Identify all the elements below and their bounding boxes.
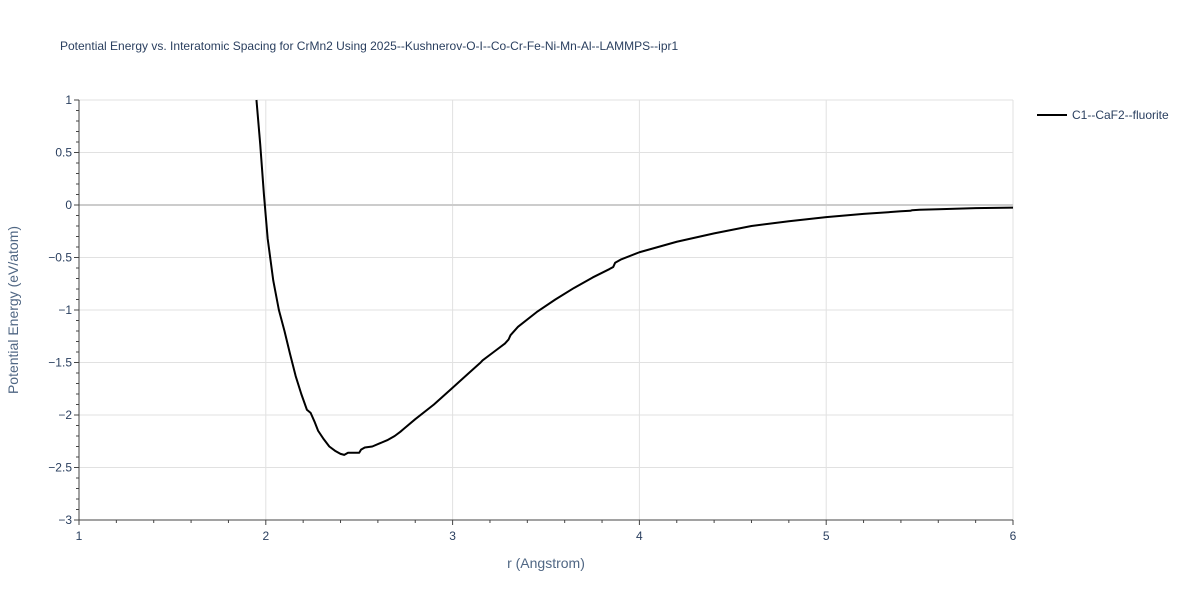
legend[interactable]: C1--CaF2--fluorite: [1037, 108, 1169, 122]
x-axis-title: r (Angstrom): [507, 555, 585, 571]
gridlines: [79, 99, 1014, 520]
y-tick-label: −0.5: [48, 251, 72, 265]
x-tick-label: 1: [76, 529, 83, 543]
y-tick-label: −1: [58, 303, 72, 317]
x-tick-label: 2: [262, 529, 269, 543]
axes: [74, 99, 1014, 525]
y-tick-label: −3: [58, 513, 72, 527]
y-tick-label: 0.5: [55, 146, 72, 160]
y-axis-title: Potential Energy (eV/atom): [5, 226, 21, 394]
y-tick-label: 0: [65, 198, 72, 212]
y-tick-label: −1.5: [48, 356, 72, 370]
plot-area: [255, 99, 1014, 456]
x-ticks: 1 2 3 4 5 6: [76, 529, 1017, 543]
x-tick-label: 4: [636, 529, 643, 543]
legend-label: C1--CaF2--fluorite: [1072, 108, 1169, 122]
series-line[interactable]: [255, 99, 1014, 456]
x-tick-label: 3: [449, 529, 456, 543]
x-tick-label: 6: [1010, 529, 1017, 543]
y-ticks: 1 0.5 0 −0.5 −1 −1.5 −2 −2.5 −3: [48, 93, 72, 527]
y-tick-label: 1: [65, 93, 72, 107]
y-tick-label: −2.5: [48, 461, 72, 475]
y-tick-label: −2: [58, 408, 72, 422]
x-tick-label: 5: [823, 529, 830, 543]
chart-title: Potential Energy vs. Interatomic Spacing…: [60, 39, 679, 53]
